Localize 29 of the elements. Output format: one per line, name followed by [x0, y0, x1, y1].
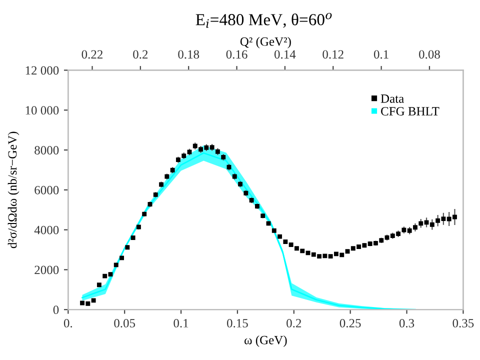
y-tick-label: 4000 [34, 226, 59, 234]
x-tick-label: 0.2 [286, 318, 302, 328]
x2-tick-label: 0.22 [82, 50, 102, 59]
x-tick-label: 0.35 [452, 318, 474, 328]
y-tick-label: 2000 [34, 266, 59, 274]
x-tick-label: 0.15 [227, 318, 248, 328]
x2-tick-label: 0.1 [374, 50, 388, 59]
x-tick-label: 0. [64, 318, 72, 328]
chart-title: E$_{i}$=480 MeV, θ=60$^{o}$ [196, 12, 332, 28]
y-tick-label: 12 000 [26, 66, 59, 75]
x2-tick-label: 0.08 [419, 50, 440, 59]
x2-tick-label: 0.16 [226, 50, 248, 59]
x2-tick-label: 0.2 [133, 50, 148, 59]
x-tick-label: 0.1 [174, 318, 188, 328]
x2-axis-title: Q² (GeV²) [240, 36, 291, 48]
x-tick-label: 0.3 [399, 318, 414, 328]
x-tick-label: 0.25 [340, 318, 361, 328]
y-tick-label: 0 [53, 306, 59, 314]
x-axis-title: ω (GeV) [244, 336, 287, 347]
x2-tick-label: 0.12 [322, 50, 344, 59]
x-tick-label: 0.05 [114, 318, 136, 328]
legend-label: Data [380, 94, 404, 103]
y-tick-label: 6000 [34, 186, 59, 194]
x2-tick-label: 0.14 [274, 50, 296, 59]
legend-label: CFG BHLT [381, 107, 440, 116]
y-tick-label: 8000 [34, 146, 59, 154]
y-axis-title: d²σ/dΩdω (nb/sr−GeV) [8, 132, 20, 248]
x2-tick-label: 0.18 [178, 50, 200, 59]
y-tick-label: 10 000 [26, 106, 59, 115]
